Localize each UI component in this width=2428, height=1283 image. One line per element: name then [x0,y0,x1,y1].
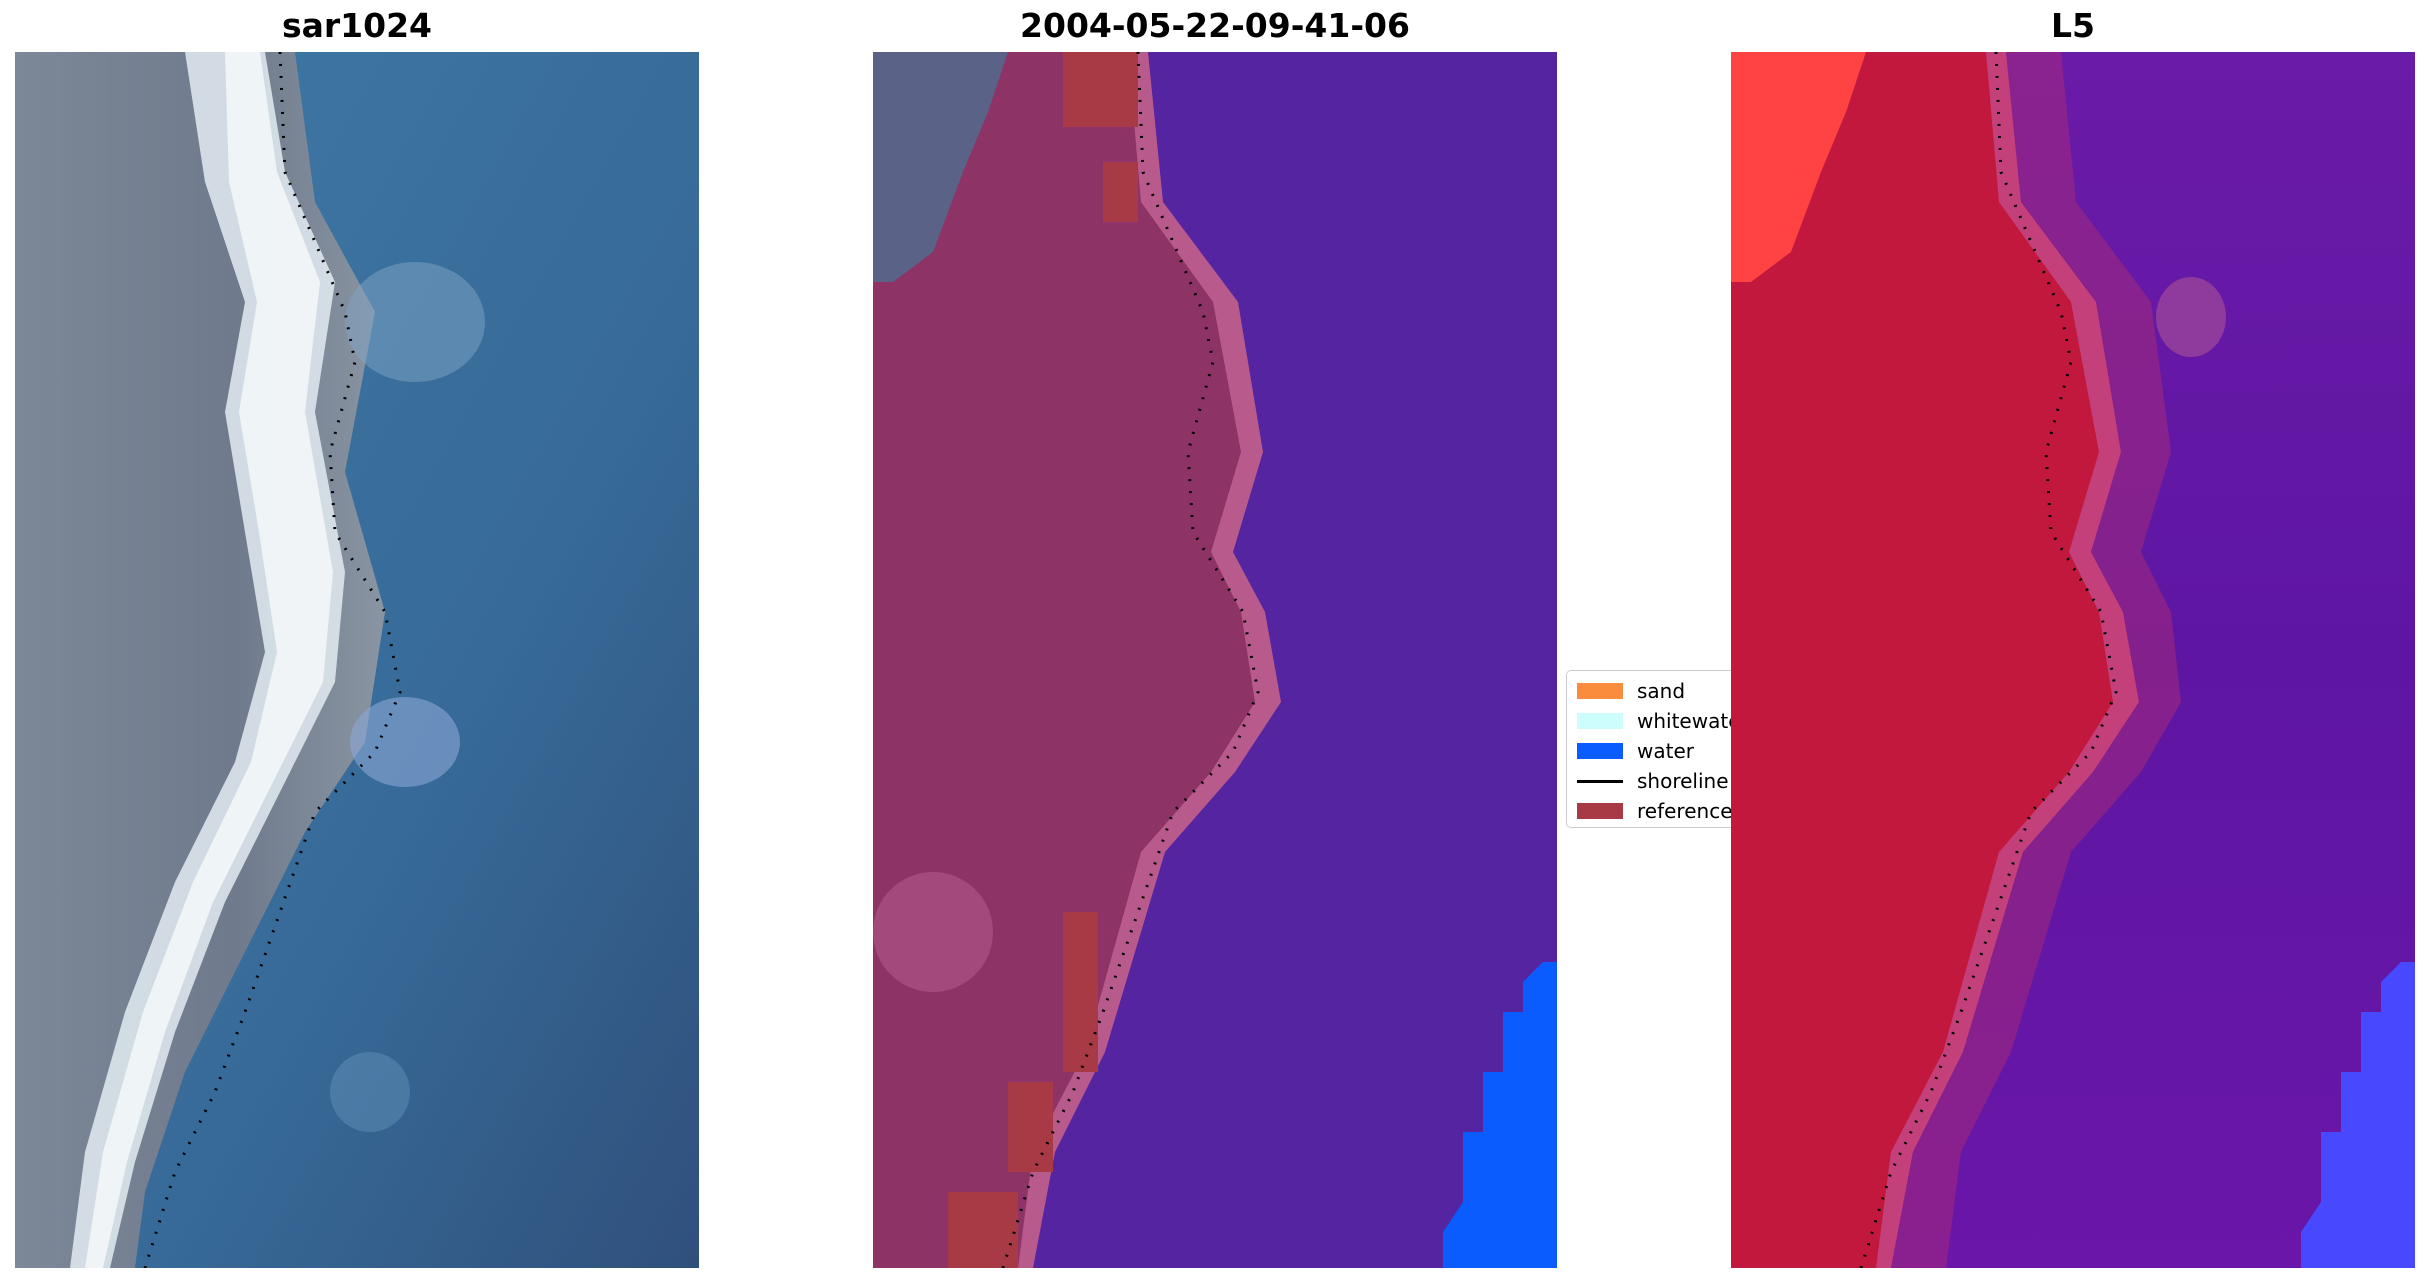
panel-title-classification: 2004-05-22-09-41-06 [1020,6,1410,45]
legend-item-sand: sand [1577,679,1685,703]
reference-swatch [1577,803,1623,819]
water-swatch [1577,743,1623,759]
legend-item-whitewater: whitewater [1577,709,1749,733]
shoreline-line [1001,52,1260,1268]
shoreline-swatch [1577,779,1623,783]
shoreline-line [1859,52,2118,1268]
legend-item-water: water [1577,739,1694,763]
whitewater-swatch [1577,713,1623,729]
panel-title-rgb: sar1024 [281,6,433,45]
legend-item-reference: reference [1577,799,1733,823]
sand-swatch [1577,683,1623,699]
index-image [1731,52,2415,1268]
classification-panel [873,52,1557,1268]
classification-image [873,52,1557,1268]
rgb-image-panel [15,52,699,1268]
index-panel [1731,52,2415,1268]
legend-item-shoreline: shoreline [1577,769,1729,793]
panel-title-index: L5 [2051,6,2095,45]
shoreline-line [143,52,402,1268]
rgb-image [15,52,699,1268]
